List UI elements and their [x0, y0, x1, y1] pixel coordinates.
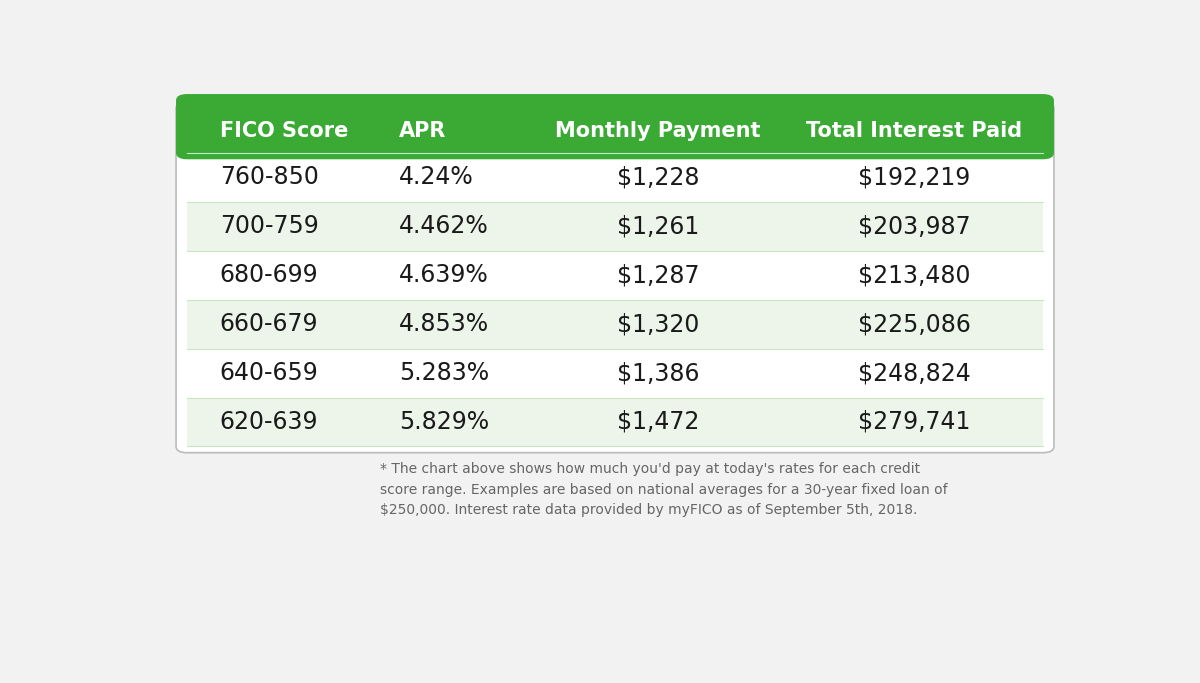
- Text: $1,386: $1,386: [617, 361, 700, 385]
- FancyBboxPatch shape: [176, 102, 1054, 453]
- Bar: [187, 398, 1043, 447]
- Text: $213,480: $213,480: [858, 263, 971, 288]
- Text: * The chart above shows how much you'd pay at today's rates for each credit
scor: * The chart above shows how much you'd p…: [380, 462, 948, 518]
- Text: 700-759: 700-759: [220, 214, 318, 238]
- Text: FICO Score: FICO Score: [220, 121, 348, 141]
- Text: 680-699: 680-699: [220, 263, 318, 288]
- Text: 4.462%: 4.462%: [398, 214, 488, 238]
- Text: Monthly Payment: Monthly Payment: [556, 121, 761, 141]
- Text: $1,228: $1,228: [617, 165, 700, 189]
- Text: 660-679: 660-679: [220, 312, 318, 336]
- Text: 4.24%: 4.24%: [398, 165, 474, 189]
- FancyBboxPatch shape: [176, 94, 1054, 159]
- Text: $248,824: $248,824: [858, 361, 971, 385]
- Text: $279,741: $279,741: [858, 410, 971, 434]
- Bar: [187, 300, 1043, 348]
- Text: 4.639%: 4.639%: [398, 263, 488, 288]
- Text: 4.853%: 4.853%: [398, 312, 488, 336]
- Text: 620-639: 620-639: [220, 410, 318, 434]
- Text: $203,987: $203,987: [858, 214, 971, 238]
- Text: $1,472: $1,472: [617, 410, 698, 434]
- Text: $1,320: $1,320: [617, 312, 698, 336]
- Text: $1,261: $1,261: [617, 214, 698, 238]
- Text: $225,086: $225,086: [858, 312, 971, 336]
- Text: $1,287: $1,287: [617, 263, 700, 288]
- Text: 760-850: 760-850: [220, 165, 319, 189]
- Bar: [187, 202, 1043, 251]
- Bar: [187, 136, 1043, 153]
- Text: APR: APR: [398, 121, 446, 141]
- Text: 640-659: 640-659: [220, 361, 318, 385]
- Text: 5.829%: 5.829%: [398, 410, 488, 434]
- Text: $192,219: $192,219: [858, 165, 971, 189]
- Text: 5.283%: 5.283%: [398, 361, 488, 385]
- Text: Total Interest Paid: Total Interest Paid: [806, 121, 1022, 141]
